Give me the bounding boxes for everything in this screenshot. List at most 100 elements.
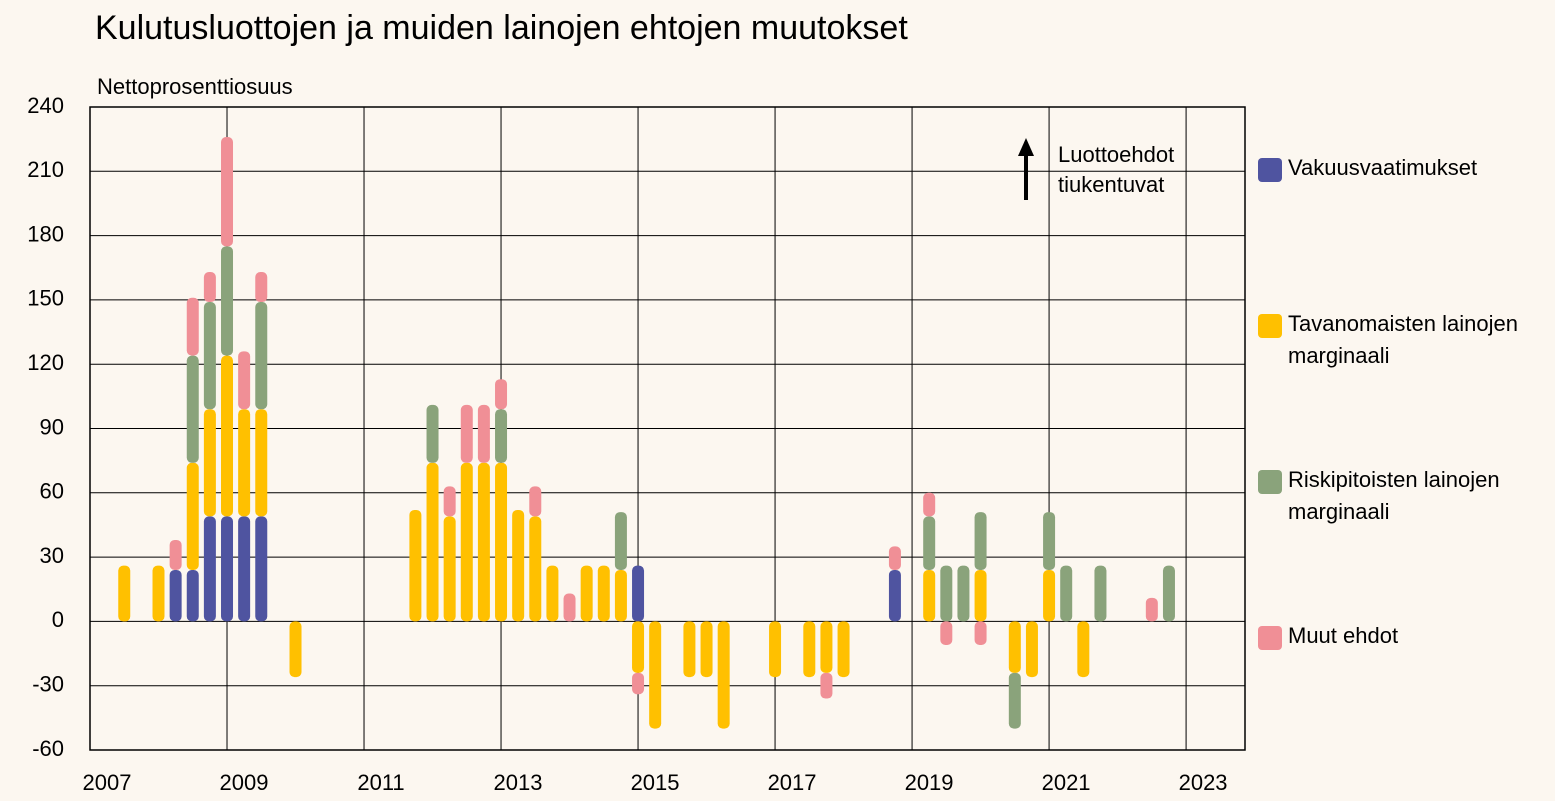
bar [186,297,199,356]
bar [700,621,713,678]
bar [923,516,936,570]
bar [974,569,987,622]
bar [683,621,696,678]
bar [923,569,936,622]
bar [495,409,508,463]
bar [495,379,508,410]
bar [974,512,987,570]
bar [529,516,542,622]
bar [974,621,987,645]
bar [221,516,234,622]
legend-item: Tavanomaisten lainojen marginaali [1258,308,1548,372]
legend-label: Vakuusvaatimukset [1288,155,1478,180]
y-tick-label: 0 [52,607,64,632]
bar [563,593,576,622]
bar [203,516,216,622]
bar [580,565,593,622]
bar [186,462,199,570]
bar [426,404,439,463]
y-tick-label: 30 [40,543,64,568]
bar [477,462,490,622]
bar [221,137,234,247]
bar [837,621,850,678]
bar [717,621,730,729]
x-tick-label: 2023 [1179,770,1228,795]
bar [1162,565,1175,622]
legend-label: Muut ehdot [1288,623,1399,648]
bar [820,672,833,699]
plot-frame [89,106,1246,751]
bar [1094,565,1107,622]
bar [238,409,251,517]
bar [546,565,559,622]
x-tick-label: 2009 [220,770,269,795]
bar [803,621,816,678]
bar [940,565,953,622]
y-axis-label: Nettoprosenttiosuus [97,74,293,99]
bar [769,621,782,678]
y-tick-label: -60 [32,736,64,761]
y-tick-label: 90 [40,414,64,439]
bar [614,569,627,622]
bar [888,546,901,570]
bar [632,621,645,673]
bar [169,569,182,622]
bar [632,672,645,695]
legend-swatch [1258,158,1282,182]
x-tick-label: 2017 [768,770,817,795]
y-tick-label: 240 [27,93,64,118]
bar [512,509,525,622]
legend-label: Tavanomaisten lainojen marginaali [1288,311,1518,368]
y-tick-label: -30 [32,672,64,697]
y-tick-label: 210 [27,157,64,182]
bar [649,621,662,729]
bar [477,404,490,463]
x-tick-label: 2015 [631,770,680,795]
bar [186,355,199,463]
bar [529,486,542,517]
legend-item: Vakuusvaatimukset [1258,152,1548,184]
bar [255,516,268,622]
annotation: Luottoehdot tiukentuvat [1058,142,1175,197]
bar [940,621,953,645]
bar [1043,569,1056,622]
bar [957,565,970,622]
bar [460,404,473,463]
bar [820,621,833,673]
bar [597,565,610,622]
bar [255,302,268,410]
legend-swatch [1258,470,1282,494]
bar [409,509,422,622]
legend-swatch [1258,314,1282,338]
bar [221,246,234,356]
x-tick-label: 2013 [494,770,543,795]
y-tick-label: 120 [27,350,64,375]
x-tick-label: 2021 [1042,770,1091,795]
bar [923,492,936,517]
bar [1008,672,1021,729]
bar [152,565,165,622]
legend-label: Riskipitoisten lainojen marginaali [1288,467,1500,524]
bar [888,569,901,622]
x-tick-label: 2007 [83,770,132,795]
bar [238,516,251,622]
bar [203,302,216,410]
bar [255,409,268,517]
x-tick-label: 2011 [357,770,404,795]
bar [203,272,216,303]
y-tick-label: 60 [40,479,64,504]
legend-item: Muut ehdot [1258,620,1548,652]
bar [426,462,439,622]
legend-item: Riskipitoisten lainojen marginaali [1258,464,1548,528]
arrow-head [1018,138,1034,156]
bar [443,516,456,622]
chart-title: Kulutusluottojen ja muiden lainojen ehto… [95,9,908,47]
y-tick-label: 180 [27,221,64,246]
bar [255,272,268,303]
bar [1043,512,1056,570]
bar [614,512,627,570]
bar [1025,621,1038,678]
bar [1008,621,1021,673]
